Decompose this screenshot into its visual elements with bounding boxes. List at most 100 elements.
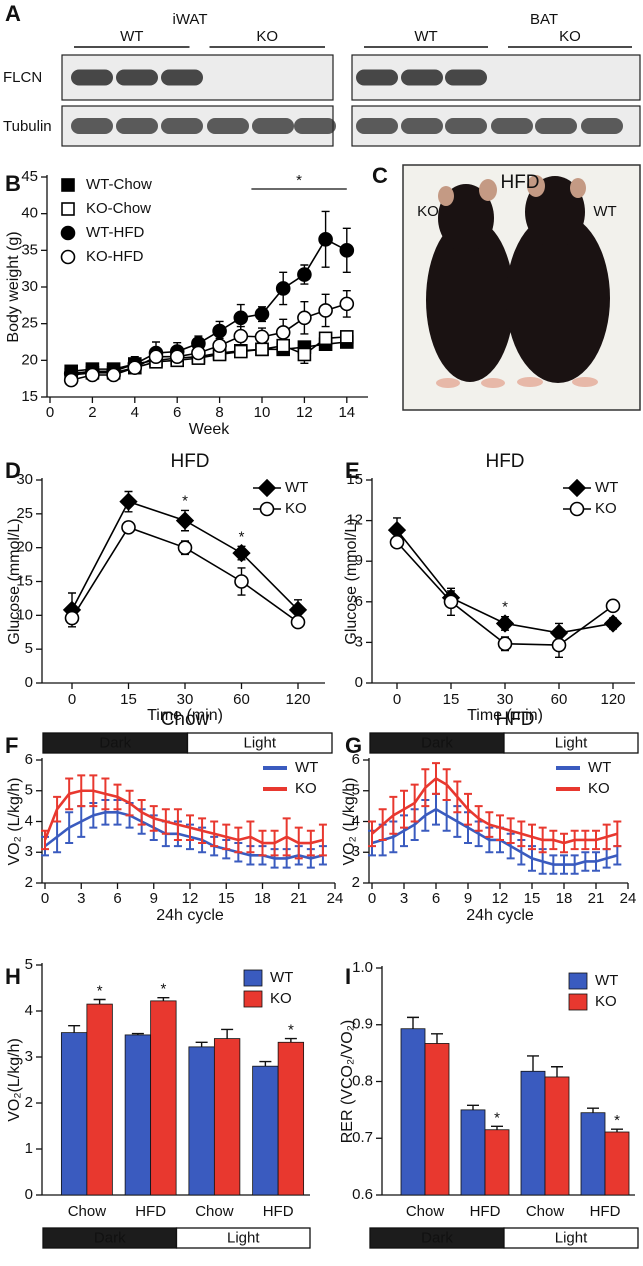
error-bar [149,805,158,832]
y-tick-label: 45 [21,168,38,185]
point [212,338,227,353]
x-tick-label: 0 [46,404,54,421]
blot-band [116,118,158,134]
mouse-photo [402,164,641,411]
blot-band [71,118,113,134]
error-bar [318,823,327,857]
error-bar [101,777,110,811]
blot-band [445,69,487,86]
x-tick-label: 9 [150,890,158,907]
error-bar [53,820,62,854]
x-tick-label: Chow [526,1203,565,1220]
legend-marker [257,478,277,498]
period-label: Dark [421,1229,453,1246]
legend-marker [569,501,585,517]
error-bar [68,1025,81,1033]
error-bar [560,854,568,875]
legend-label: KO-HFD [86,248,144,265]
x-tick-label: Chow [406,1203,445,1220]
x-tick-label: 0 [68,691,76,708]
error-bar [53,795,62,823]
y-axis-label: Glucose (mmol/L) [6,518,23,644]
bar [460,1109,486,1196]
y-tick-label: 3 [355,633,363,650]
series-line [44,810,324,860]
error-bar [485,811,494,838]
period-label: Dark [94,1229,126,1246]
bar [544,1076,570,1196]
point [297,347,312,362]
chart-title: Chow [161,709,210,730]
blot-band [401,118,443,134]
error-bar [246,820,255,854]
point [603,614,623,633]
y-axis-label: VO₂(L/kg/h) [6,1038,23,1122]
panel-letter: E [345,458,360,483]
legend-label: WT [588,759,611,776]
point [234,344,248,359]
point [106,367,121,383]
y-tick-label: 0.8 [352,1072,373,1089]
error-bar [517,820,526,848]
group-label: KO [559,28,581,45]
error-bar [195,1041,208,1047]
point [318,232,333,247]
blot-band [116,69,158,86]
y-tick-label: 0 [25,1186,33,1203]
y-tick-label: 0 [25,674,33,691]
x-tick-label: 12 [182,890,199,907]
chart-title: HFD [485,451,524,472]
y-tick-label: 4 [352,812,360,829]
y-tick-label: 25 [21,315,38,332]
x-tick-label: 14 [338,404,355,421]
panel-letter: D [5,458,21,483]
x-tick-label: 6 [113,890,121,907]
y-tick-label: 30 [16,471,33,488]
panel-letter: C [372,163,388,188]
photo-label: KO [417,203,439,220]
error-bar [258,829,267,857]
y-tick-label: 10 [16,606,33,623]
error-bar [234,826,243,854]
point [497,636,513,652]
legend-label: KO-Chow [86,200,151,217]
legend-label: KO [595,993,617,1010]
bar [213,1038,241,1196]
x-tick-label: 3 [77,890,85,907]
y-axis-label: RER (VCO₂/VO₂) [339,1020,356,1144]
error-bar [611,1128,623,1133]
error-bar [294,826,303,860]
y-axis-label: VO₂ (L/kg/h) [6,777,23,865]
blot-band [356,69,398,86]
error-bar [464,792,472,826]
point [64,610,80,626]
row-label: Tubulin [3,118,52,135]
x-tick-label: 3 [400,890,408,907]
error-bar [389,795,398,835]
y-tick-label: 1 [25,1140,33,1157]
point [297,267,312,282]
point [121,520,136,535]
x-tick-label: 6 [432,890,440,907]
legend-swatch [568,993,588,1011]
y-axis-label: Body weight (g) [5,231,22,342]
error-bar [442,798,451,832]
blot-band [581,118,623,134]
legend-label: KO [588,780,610,797]
point [233,328,249,344]
legend-marker [259,501,275,517]
point [127,360,143,375]
blot-box [351,54,641,101]
x-tick-label: 12 [492,890,509,907]
error-bar [527,1055,539,1072]
error-bar [210,820,219,848]
error-bar [602,823,611,851]
error-bar [221,1028,234,1039]
legend-label: KO [270,990,292,1007]
error-bar [368,820,376,848]
error-bar [581,829,590,851]
error-bar [125,789,134,817]
blot-band [161,118,203,134]
error-bar [442,768,451,801]
